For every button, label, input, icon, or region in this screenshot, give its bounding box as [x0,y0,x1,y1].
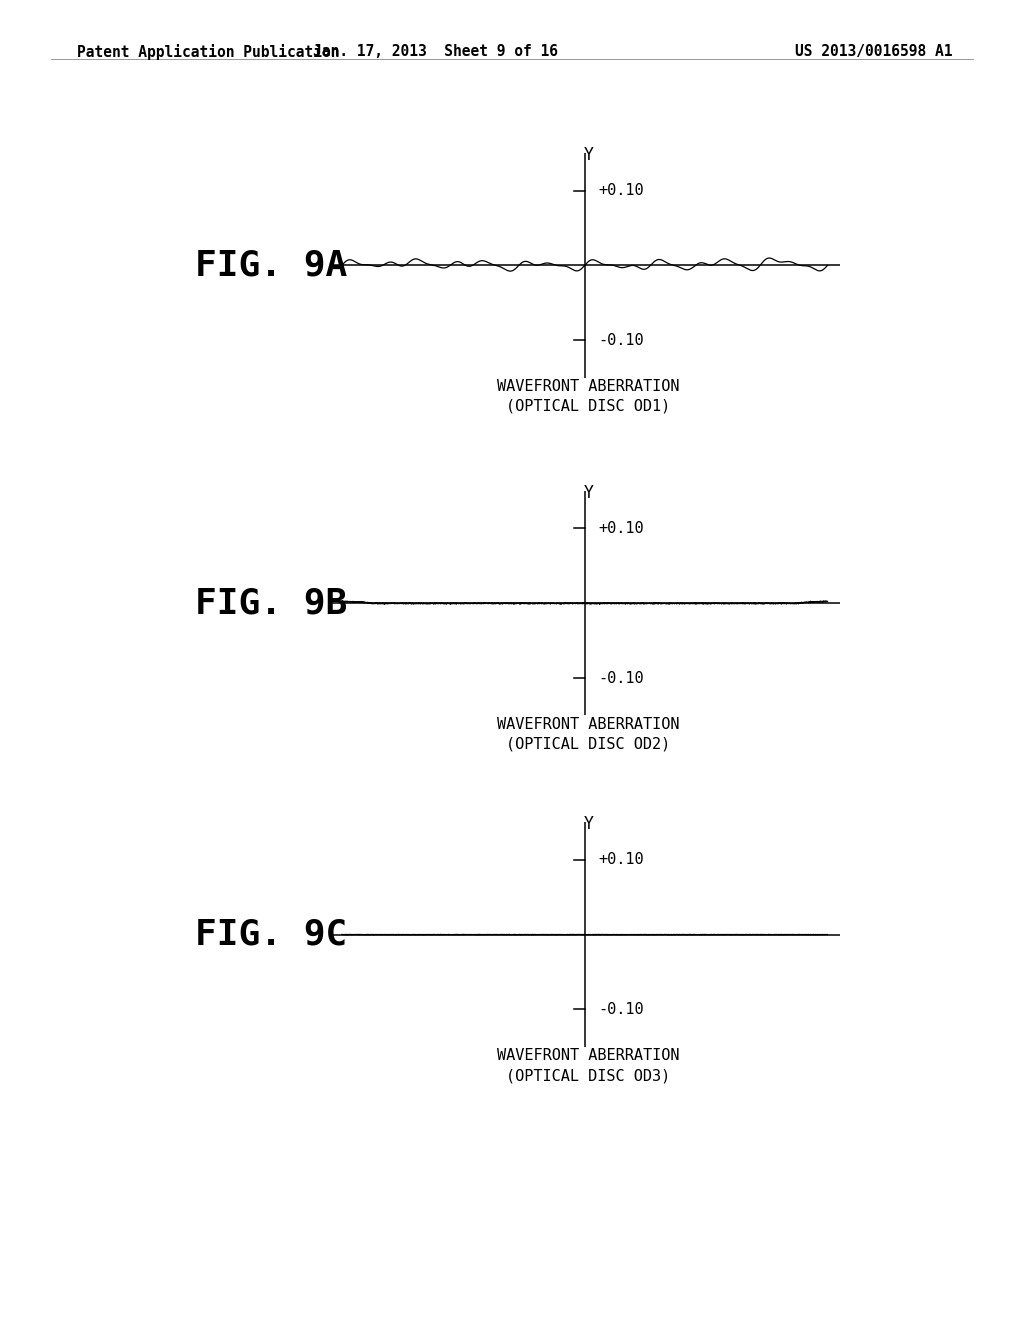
Text: +0.10: +0.10 [598,521,644,536]
Text: US 2013/0016598 A1: US 2013/0016598 A1 [795,44,952,58]
Text: FIG. 9A: FIG. 9A [196,248,347,282]
Text: FIG. 9C: FIG. 9C [196,917,347,952]
Text: Patent Application Publication: Patent Application Publication [77,44,339,59]
Text: Y: Y [584,145,593,164]
Text: Y: Y [584,483,593,502]
Text: -0.10: -0.10 [598,333,644,347]
Text: WAVEFRONT ABERRATION
(OPTICAL DISC OD3): WAVEFRONT ABERRATION (OPTICAL DISC OD3) [497,1048,680,1082]
Text: FIG. 9B: FIG. 9B [196,586,347,620]
Text: Y: Y [584,814,593,833]
Text: -0.10: -0.10 [598,1002,644,1016]
Text: Jan. 17, 2013  Sheet 9 of 16: Jan. 17, 2013 Sheet 9 of 16 [312,44,558,58]
Text: -0.10: -0.10 [598,671,644,685]
Text: +0.10: +0.10 [598,183,644,198]
Text: +0.10: +0.10 [598,853,644,867]
Text: WAVEFRONT ABERRATION
(OPTICAL DISC OD2): WAVEFRONT ABERRATION (OPTICAL DISC OD2) [497,717,680,751]
Text: WAVEFRONT ABERRATION
(OPTICAL DISC OD1): WAVEFRONT ABERRATION (OPTICAL DISC OD1) [497,379,680,413]
